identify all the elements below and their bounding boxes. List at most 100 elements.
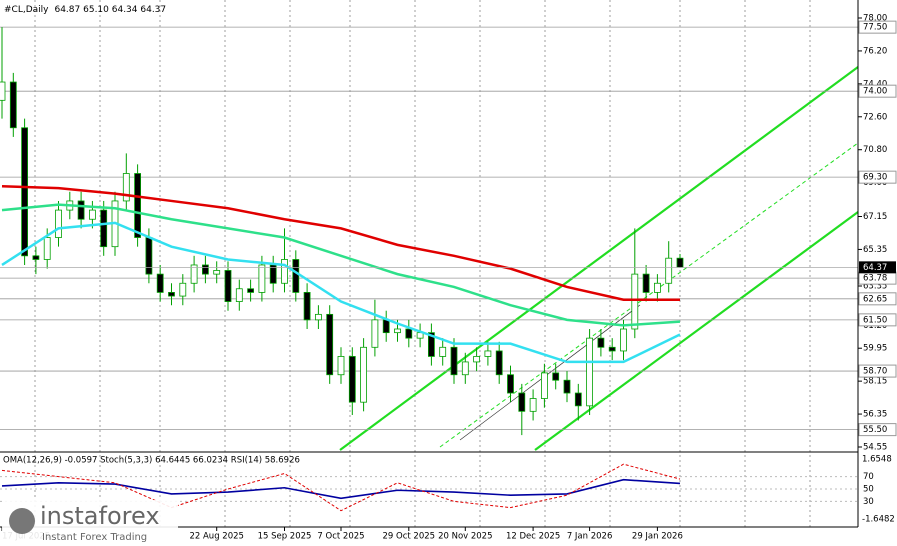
candle-body — [179, 282, 187, 297]
level-label: 55.50 — [863, 425, 887, 435]
level-box — [858, 84, 897, 98]
level-label: 77.50 — [863, 23, 887, 33]
indicator-line — [1, 463, 681, 512]
level-label: 63.78 — [863, 274, 887, 284]
candle-body — [507, 374, 514, 394]
indicator-line — [1, 478, 681, 500]
candle-body — [676, 257, 684, 268]
candle-body — [654, 282, 661, 293]
moving-average — [1, 203, 681, 327]
x-tick-label: 7 Oct 2025 — [317, 532, 364, 542]
y-tick-label: 63.35 — [863, 282, 887, 292]
level-box — [858, 423, 897, 437]
brand-tagline: Instant Forex Trading — [42, 532, 147, 543]
candle-body — [134, 173, 142, 238]
current-price-box — [859, 261, 896, 274]
candle-body — [32, 255, 40, 260]
y-tick-label: 78.00 — [863, 14, 887, 24]
candle-body — [586, 337, 593, 407]
y-tick-label: 59.95 — [863, 344, 887, 354]
level-label: 69.30 — [863, 173, 887, 183]
candle-body — [77, 200, 85, 220]
candle-body — [461, 361, 469, 376]
x-tick-label: 15 Sep 2025 — [258, 532, 312, 542]
macd-top: 1.6548 — [862, 455, 892, 465]
candle-body — [201, 264, 209, 275]
indicator-tick-label: 70 — [863, 472, 874, 482]
candle-body — [348, 356, 356, 403]
x-tick-label: 20 Nov 2025 — [438, 532, 492, 542]
candle-body — [9, 81, 17, 129]
ohlc: 64.87 65.10 64.34 64.37 — [54, 5, 166, 15]
candle-body — [0, 81, 6, 101]
indicator-tick-label: 50 — [863, 485, 874, 495]
candle-body — [168, 292, 175, 297]
candle-body — [281, 259, 288, 284]
brand-name: instaforex — [40, 502, 160, 530]
candle-body — [529, 398, 537, 412]
indicator-tick-label: 30 — [863, 497, 874, 507]
candle-body — [145, 237, 153, 275]
candle-body — [382, 319, 390, 334]
candle-body — [89, 209, 96, 220]
x-tick-label: 22 Aug 2025 — [189, 532, 243, 542]
candle-body — [563, 379, 571, 394]
level-box — [858, 313, 897, 327]
candle-body — [574, 392, 582, 407]
candle-body — [247, 288, 255, 293]
macd-bottom: -1.6482 — [862, 515, 895, 525]
symbol-header: #CL,Daily 64.87 65.10 64.34 64.37 — [4, 5, 166, 15]
moving-average — [1, 221, 681, 364]
level-label: 62.65 — [863, 294, 887, 304]
channel-midline — [439, 142, 859, 448]
candle-body — [21, 127, 29, 257]
candle-body — [43, 237, 51, 260]
level-box — [858, 20, 897, 34]
candle-body — [620, 328, 627, 352]
candle-body — [360, 346, 368, 403]
candle-body — [439, 346, 447, 357]
candle-body — [518, 392, 526, 412]
candle-body — [314, 313, 322, 321]
candle-body — [303, 292, 311, 321]
candle-body — [156, 273, 164, 293]
candle-body — [258, 264, 266, 293]
candle-body — [473, 356, 481, 363]
candle-body — [100, 209, 108, 248]
candle-body — [190, 264, 198, 284]
candle-body — [450, 346, 458, 376]
candle-body — [337, 356, 345, 376]
candle-body — [608, 346, 616, 352]
y-tick-label: 76.20 — [863, 46, 887, 56]
level-label: 61.50 — [863, 315, 887, 325]
candle-body — [597, 337, 605, 348]
x-tick-label: 29 Jan 2026 — [632, 532, 683, 542]
candle-body — [552, 372, 560, 381]
y-tick-label: 54.55 — [863, 443, 887, 453]
level-box — [858, 364, 897, 378]
trend-channel — [339, 66, 859, 451]
x-tick-label: 29 Oct 2025 — [383, 532, 436, 542]
candle-body — [213, 270, 221, 275]
x-tick-label: 7 Jan 2026 — [567, 532, 613, 542]
level-box — [858, 170, 897, 184]
logo-icon — [9, 508, 35, 534]
candle-body — [292, 259, 300, 293]
candle-body — [394, 328, 401, 334]
candle-body — [122, 173, 130, 202]
trend-line — [459, 304, 641, 441]
indicator-header: OMA(12,26,9) -0.0597 Stoch(5,3,3) 64.644… — [3, 456, 300, 466]
y-tick-label: 74.40 — [863, 79, 887, 89]
y-tick-label: 58.15 — [863, 377, 887, 387]
candle-body — [541, 372, 548, 399]
candle-body — [55, 209, 62, 238]
symbol: #CL,Daily — [4, 5, 49, 15]
candle-body — [326, 313, 334, 376]
candle-body — [665, 257, 673, 284]
candle-body — [495, 350, 503, 376]
y-tick-label: 56.35 — [863, 410, 887, 420]
y-tick-label: 72.60 — [863, 112, 887, 122]
candle-body — [224, 270, 232, 302]
moving-average — [1, 185, 680, 301]
